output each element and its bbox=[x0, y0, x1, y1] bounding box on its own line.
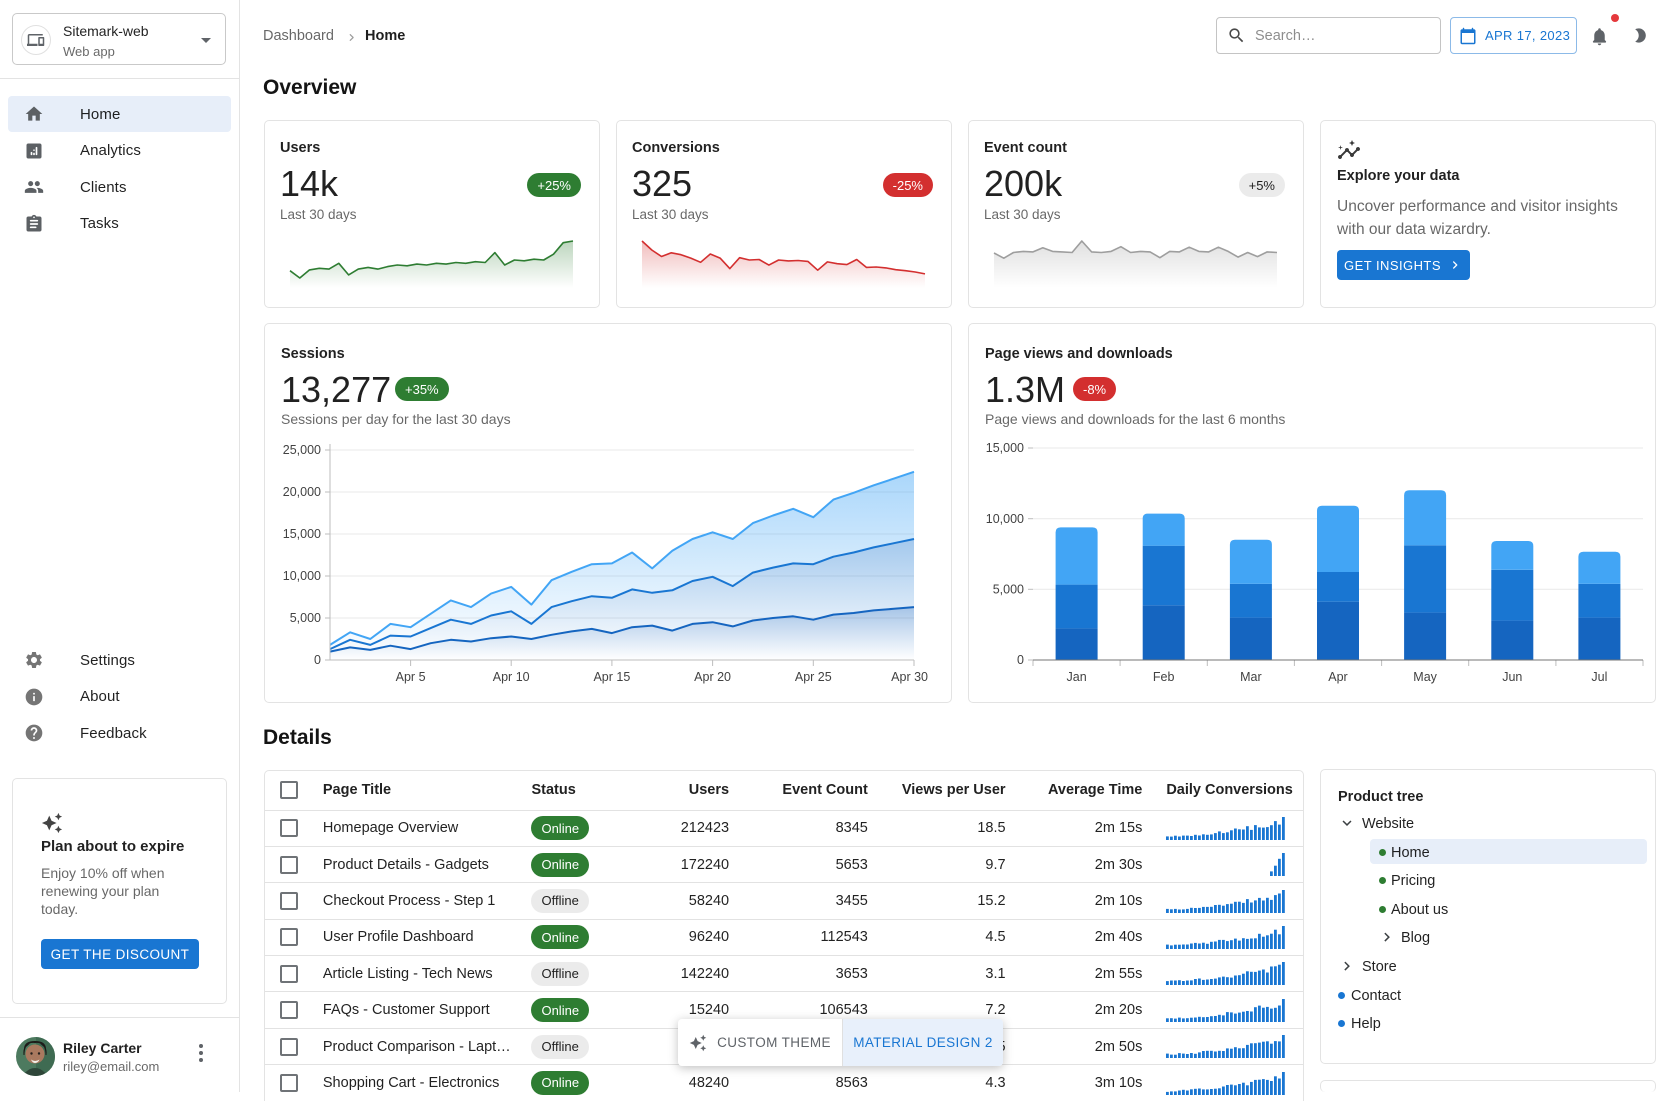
svg-text:Apr 15: Apr 15 bbox=[593, 670, 630, 684]
svg-text:15,000: 15,000 bbox=[283, 527, 321, 541]
svg-text:Feb: Feb bbox=[1153, 670, 1175, 684]
svg-text:5,000: 5,000 bbox=[290, 611, 321, 625]
svg-text:25,000: 25,000 bbox=[283, 443, 321, 457]
svg-text:5,000: 5,000 bbox=[993, 583, 1024, 597]
svg-text:10,000: 10,000 bbox=[283, 569, 321, 583]
svg-text:Jun: Jun bbox=[1502, 670, 1522, 684]
svg-text:Apr 10: Apr 10 bbox=[493, 670, 530, 684]
svg-text:0: 0 bbox=[314, 653, 321, 667]
svg-text:May: May bbox=[1413, 670, 1437, 684]
svg-text:Apr 5: Apr 5 bbox=[396, 670, 426, 684]
svg-text:10,000: 10,000 bbox=[986, 512, 1024, 526]
svg-text:20,000: 20,000 bbox=[283, 485, 321, 499]
svg-text:Apr 30: Apr 30 bbox=[891, 670, 928, 684]
svg-text:Jul: Jul bbox=[1591, 670, 1607, 684]
svg-text:Apr 25: Apr 25 bbox=[795, 670, 832, 684]
svg-text:15,000: 15,000 bbox=[986, 441, 1024, 455]
svg-text:Apr 20: Apr 20 bbox=[694, 670, 731, 684]
svg-text:Apr: Apr bbox=[1328, 670, 1347, 684]
svg-text:0: 0 bbox=[1017, 653, 1024, 667]
svg-text:Mar: Mar bbox=[1240, 670, 1262, 684]
svg-text:Jan: Jan bbox=[1067, 670, 1087, 684]
